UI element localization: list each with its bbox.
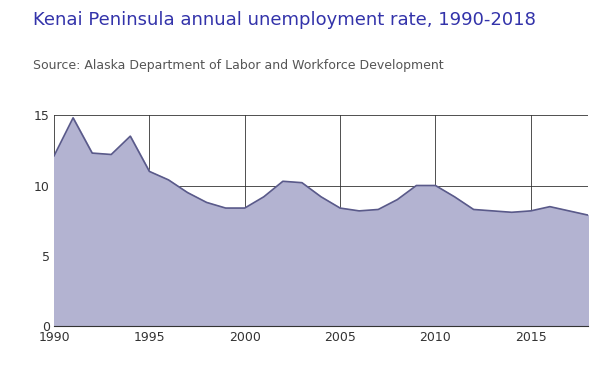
Text: Kenai Peninsula annual unemployment rate, 1990-2018: Kenai Peninsula annual unemployment rate…: [33, 11, 536, 29]
Text: Source: Alaska Department of Labor and Workforce Development: Source: Alaska Department of Labor and W…: [33, 59, 443, 72]
